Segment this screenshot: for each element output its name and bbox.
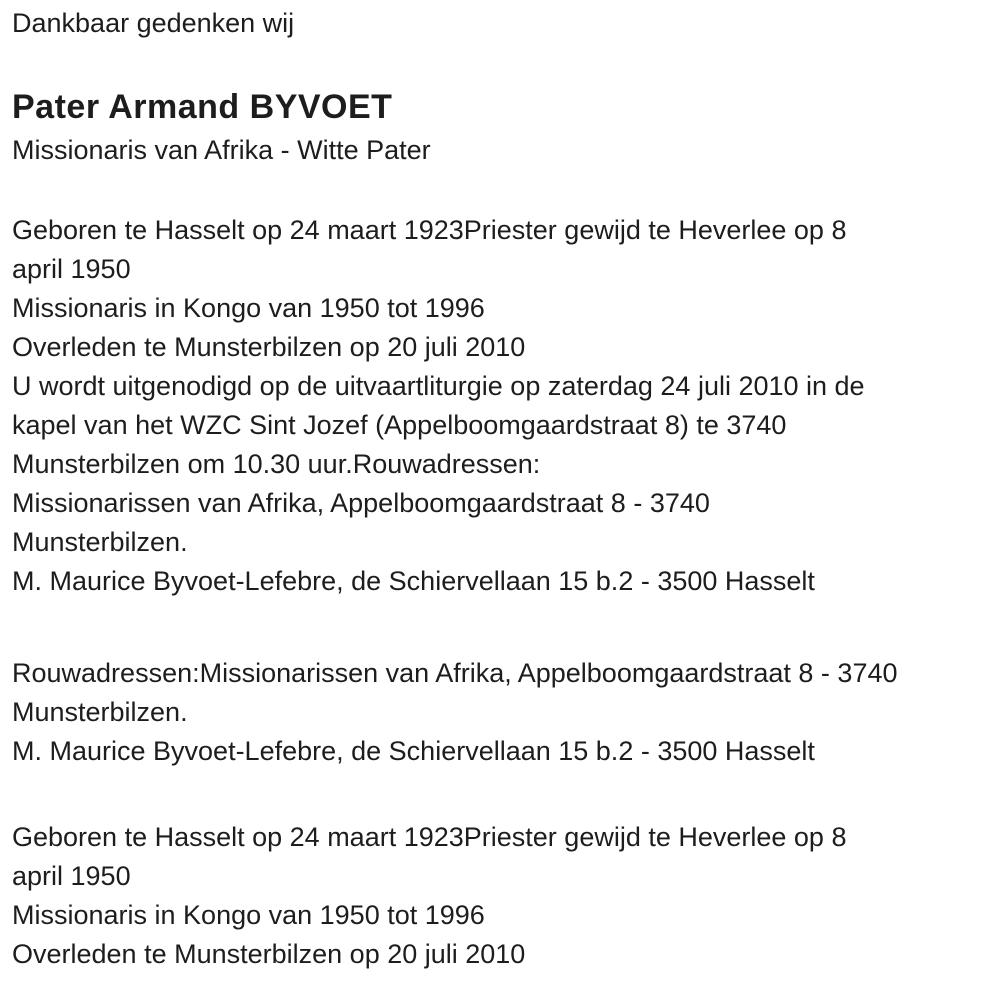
- paragraph-funeral-details: Geboren te Hasselt op 24 maart 1923Pries…: [12, 215, 865, 596]
- intro-line: Dankbaar gedenken wij: [12, 8, 295, 38]
- page-title: Pater Armand BYVOET: [12, 88, 393, 126]
- subtitle: Missionaris van Afrika - Witte Pater: [12, 135, 431, 165]
- paragraph-life-dates: Geboren te Hasselt op 24 maart 1923Pries…: [12, 822, 847, 969]
- paragraph-mourning-addresses: Rouwadressen:Missionarissen van Afrika, …: [12, 658, 898, 766]
